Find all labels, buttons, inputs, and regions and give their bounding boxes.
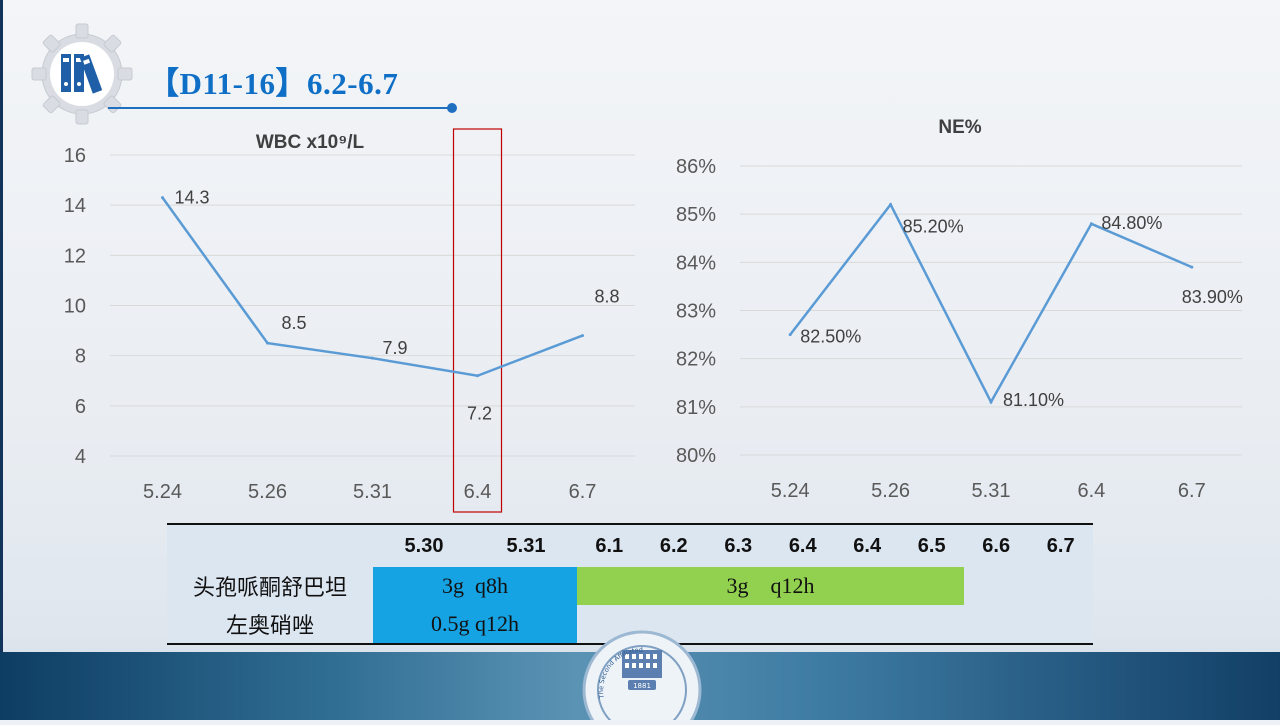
data-point bbox=[371, 356, 374, 360]
x-tick-label: 5.31 bbox=[972, 480, 1011, 502]
ne-chart: NE% 80% 81% 82% 83% 84% 85% 86% 5.24 5.26 5.31 6.4 6… bbox=[676, 117, 1243, 502]
data-point bbox=[989, 400, 993, 404]
data-label: 83.90% bbox=[1182, 287, 1243, 307]
data-point bbox=[266, 341, 269, 345]
data-label: 8.8 bbox=[595, 287, 620, 307]
highlight-box bbox=[452, 128, 503, 513]
data-point bbox=[161, 196, 164, 200]
date-cell: 6.1 bbox=[577, 524, 642, 567]
x-tick-label: 5.24 bbox=[771, 480, 810, 502]
data-point bbox=[476, 374, 479, 378]
data-label: 7.9 bbox=[383, 338, 408, 358]
header-blank-cell bbox=[167, 524, 373, 567]
page-title: 【D11-16】6.2-6.7 bbox=[148, 66, 399, 101]
y-tick-label: 83% bbox=[676, 301, 716, 323]
data-label: 81.10% bbox=[1003, 390, 1064, 410]
data-label: 82.50% bbox=[800, 327, 861, 347]
empty-cell bbox=[963, 567, 1093, 605]
x-tick-label: 6.4 bbox=[1077, 480, 1105, 502]
date-cell: 5.30 bbox=[373, 524, 476, 567]
data-label: 14.3 bbox=[175, 188, 210, 208]
x-tick-label: 5.31 bbox=[353, 481, 392, 503]
data-point bbox=[581, 334, 584, 338]
y-tick-label: 8 bbox=[75, 346, 86, 368]
table-row: 头孢哌酮舒巴坦 3g q8h 3g q12h bbox=[167, 567, 1093, 605]
data-point bbox=[788, 333, 792, 337]
data-label: 7.2 bbox=[467, 404, 492, 424]
date-cell: 5.31 bbox=[475, 524, 578, 567]
y-tick-label: 80% bbox=[676, 445, 716, 467]
title-underline bbox=[108, 107, 452, 109]
date-cell: 6.4 bbox=[770, 524, 835, 567]
data-label: 85.20% bbox=[903, 217, 964, 237]
y-tick-label: 86% bbox=[676, 156, 716, 178]
dosage-table: 5.30 5.31 6.1 6.2 6.3 6.4 6.4 6.5 6.6 6.… bbox=[167, 523, 1093, 645]
chart-title: WBC x10⁹/L bbox=[256, 132, 365, 153]
x-tick-label: 5.26 bbox=[248, 481, 287, 503]
y-tick-label: 6 bbox=[75, 396, 86, 418]
hospital-seal-icon: 1881 The Second Affiliated Hospital of F… bbox=[577, 622, 704, 725]
y-tick-label: 16 bbox=[64, 145, 86, 167]
drug-name-cell: 左奥硝唑 bbox=[167, 605, 373, 644]
binders-gear-icon bbox=[30, 22, 134, 131]
date-cell: 6.7 bbox=[1028, 524, 1093, 567]
series-line bbox=[789, 202, 1193, 405]
x-tick-label: 6.7 bbox=[1178, 480, 1206, 502]
dose-cell: 3g q12h bbox=[577, 567, 964, 605]
y-tick-label: 81% bbox=[676, 397, 716, 419]
dose-cell: 3g q8h bbox=[373, 567, 578, 605]
series-line bbox=[161, 196, 583, 378]
drug-name-cell: 头孢哌酮舒巴坦 bbox=[167, 567, 373, 605]
date-cell: 6.4 bbox=[834, 524, 900, 567]
wbc-chart: WBC x10⁹/L 4 6 8 10 12 14 16 5.24 5.26 5.31 6.4 6.7 1… bbox=[64, 128, 635, 513]
data-label: 84.80% bbox=[1101, 213, 1162, 233]
y-tick-label: 12 bbox=[64, 245, 86, 267]
y-tick-label: 82% bbox=[676, 349, 716, 371]
title-underline-dot bbox=[447, 103, 457, 113]
data-point bbox=[889, 203, 893, 207]
table-row: 左奥硝唑 0.5g q12h bbox=[167, 605, 1093, 644]
left-stripe bbox=[0, 0, 3, 652]
y-tick-label: 14 bbox=[64, 195, 86, 217]
x-tick-label: 5.24 bbox=[143, 481, 182, 503]
x-tick-label: 5.26 bbox=[871, 480, 910, 502]
dose-cell: 0.5g q12h bbox=[373, 605, 578, 644]
y-tick-label: 85% bbox=[676, 204, 716, 226]
data-label: 8.5 bbox=[282, 313, 307, 333]
x-tick-label: 6.7 bbox=[569, 481, 597, 503]
date-cell: 6.2 bbox=[641, 524, 706, 567]
date-cell: 6.3 bbox=[706, 524, 771, 567]
seal-year: 1881 bbox=[633, 682, 651, 690]
data-point bbox=[1089, 222, 1093, 226]
date-cell: 6.6 bbox=[963, 524, 1029, 567]
y-tick-label: 84% bbox=[676, 252, 716, 274]
date-cell: 6.5 bbox=[899, 524, 964, 567]
chart-title: NE% bbox=[938, 117, 981, 138]
data-point bbox=[1190, 265, 1194, 269]
table-header-row: 5.30 5.31 6.1 6.2 6.3 6.4 6.4 6.5 6.6 6.… bbox=[167, 524, 1093, 567]
y-tick-label: 4 bbox=[75, 446, 86, 468]
x-tick-label: 6.4 bbox=[464, 481, 492, 503]
y-tick-label: 10 bbox=[64, 296, 86, 318]
